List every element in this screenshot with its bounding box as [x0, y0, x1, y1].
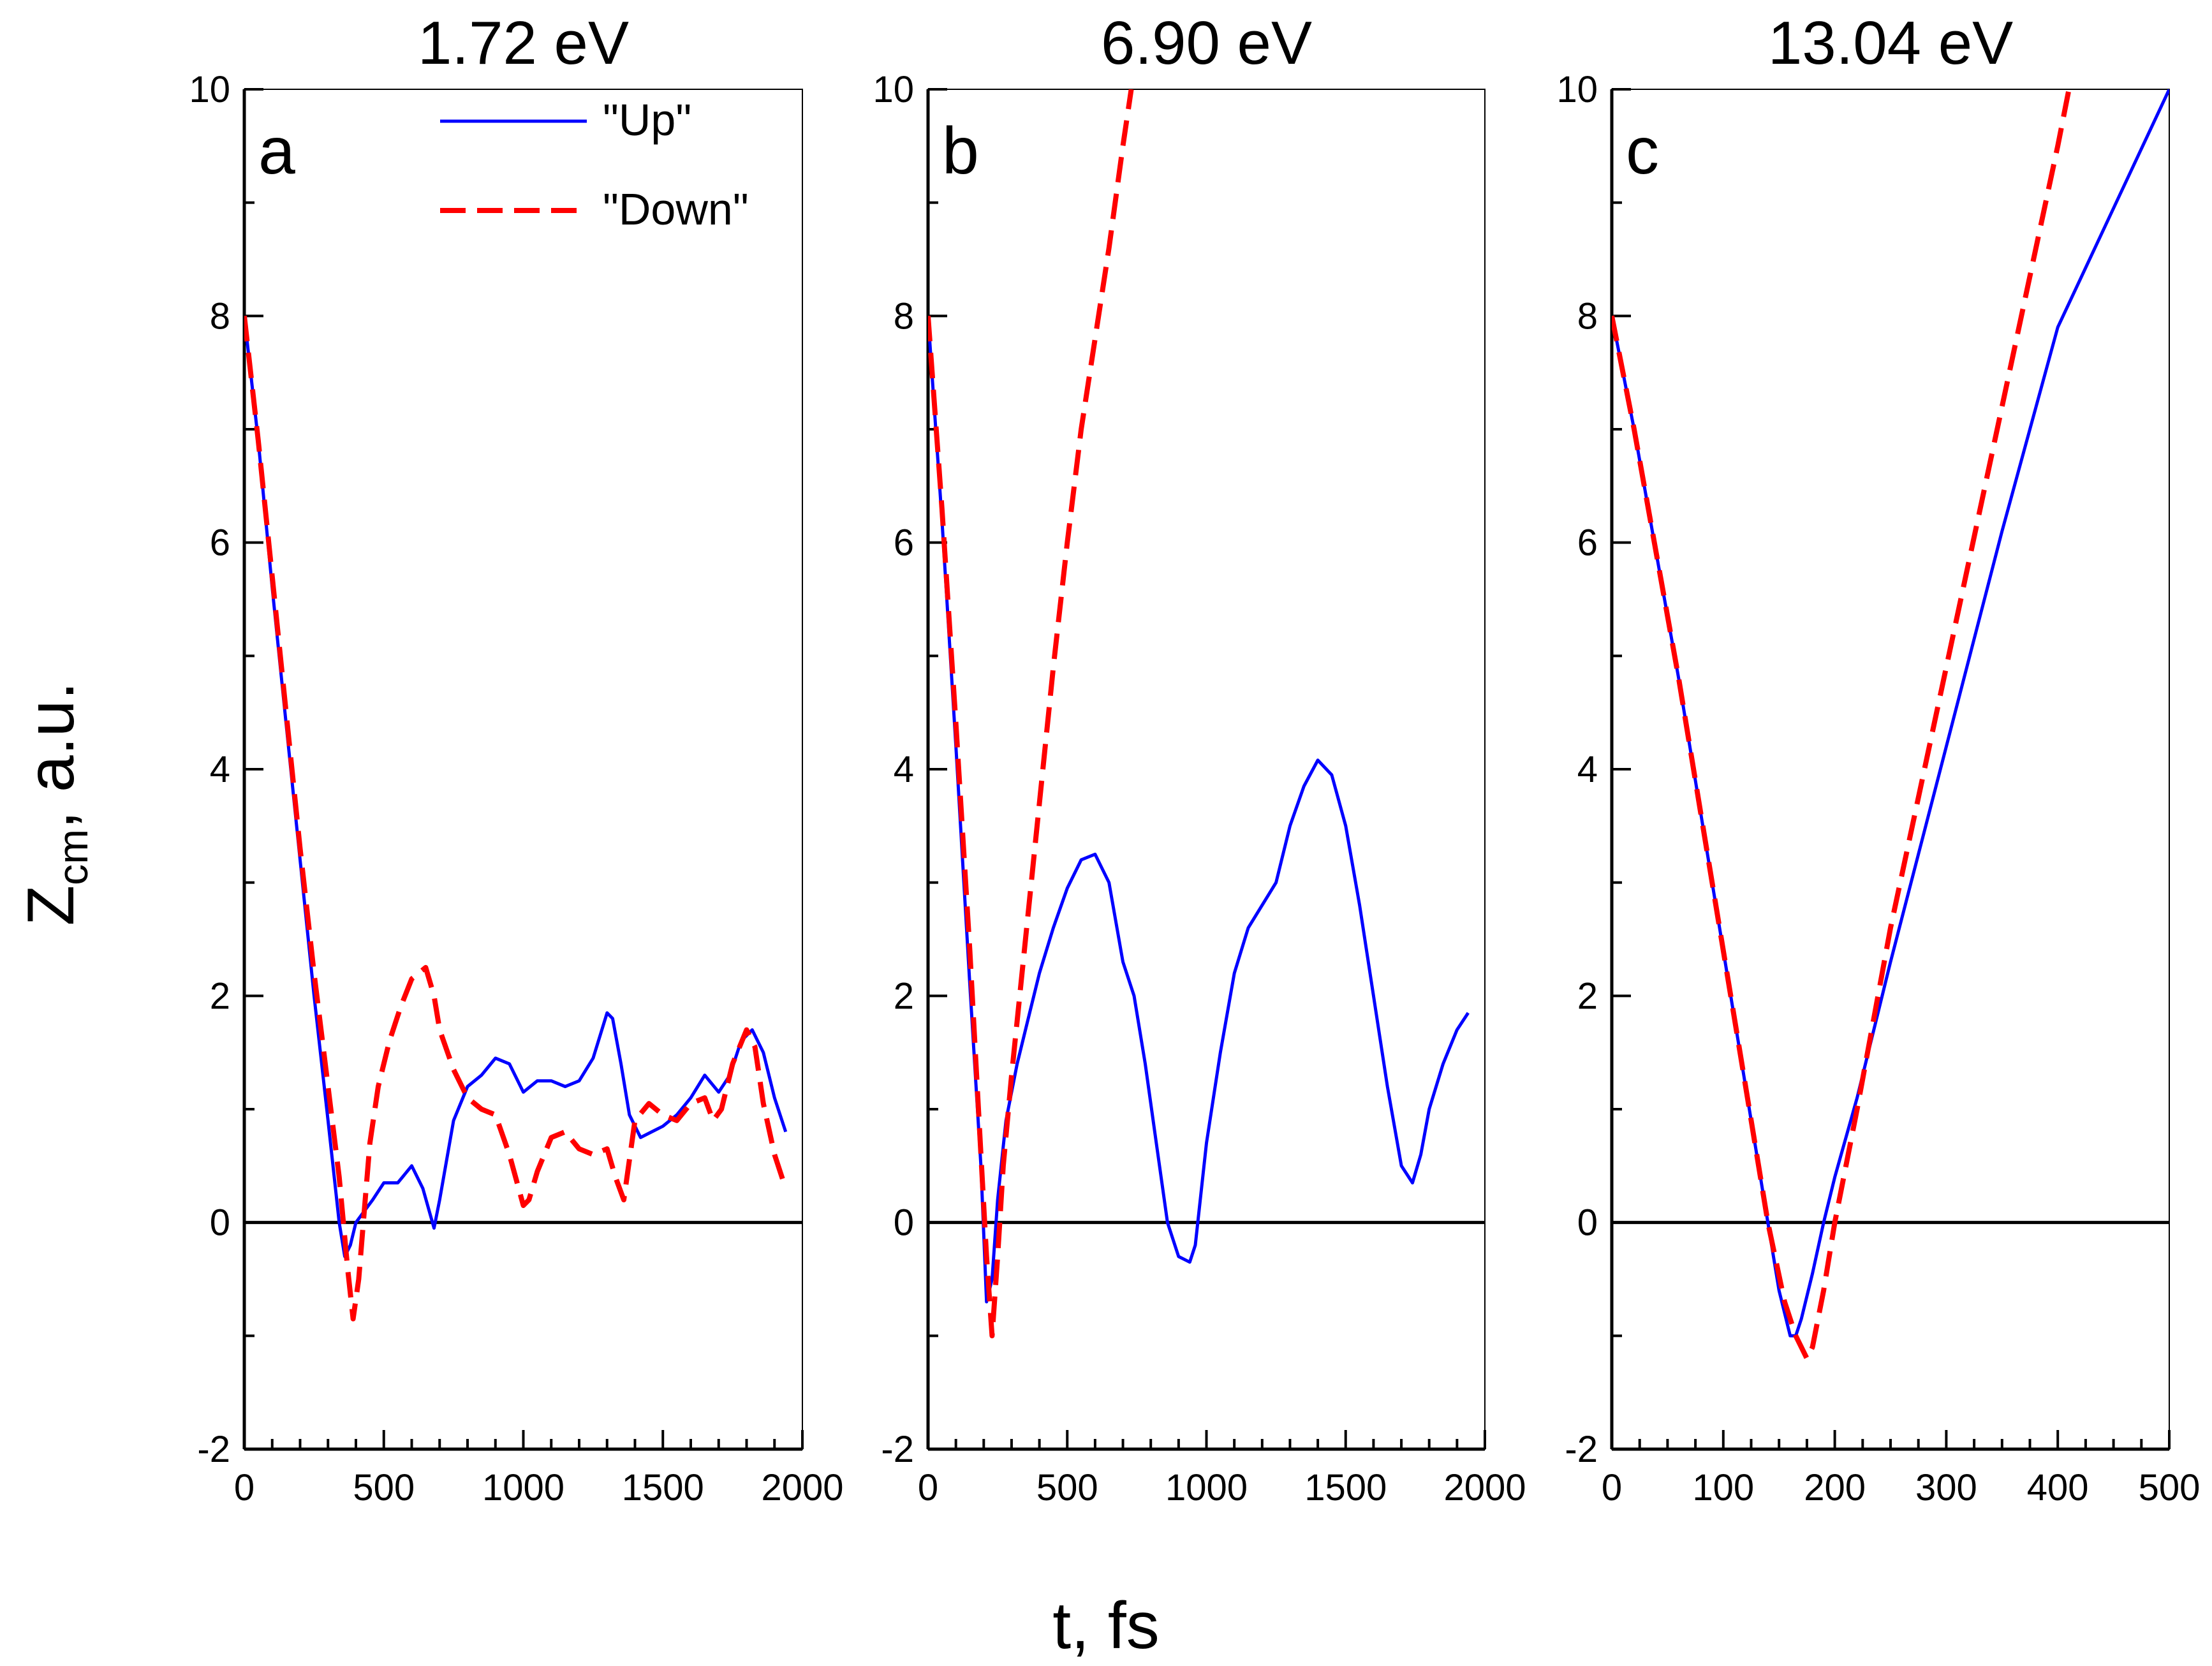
x-tick-label: 0 [918, 1467, 938, 1508]
y-axis-label-subscript: cm [49, 829, 96, 885]
series-up-line [1612, 89, 2169, 1338]
x-tick-label: 400 [2027, 1467, 2089, 1508]
y-tick-label: 6 [894, 522, 914, 564]
y-tick-label: 0 [1577, 1202, 1598, 1244]
y-tick-label: 8 [210, 295, 230, 337]
y-axis-label-main: Z [14, 885, 88, 926]
x-tick-label: 500 [353, 1467, 415, 1508]
legend-label-down: "Down" [603, 184, 749, 234]
y-tick-label: 10 [873, 69, 914, 110]
x-tick-label: 0 [234, 1467, 254, 1508]
series-group [1612, 89, 2169, 1361]
y-tick-label: 8 [894, 295, 914, 337]
y-tick-label: -2 [1565, 1429, 1598, 1470]
y-axis-label-rest: , a.u. [14, 682, 88, 829]
x-tick-label: 0 [1602, 1467, 1622, 1508]
y-tick-label: 0 [210, 1202, 230, 1244]
y-tick-label: 6 [1577, 522, 1598, 564]
svg-text:Zcm, a.u.: Zcm, a.u. [14, 682, 96, 926]
y-tick-label: 2 [894, 975, 914, 1017]
y-tick-label: 8 [1577, 295, 1598, 337]
x-tick-label: 500 [1036, 1467, 1098, 1508]
y-tick-label: 6 [210, 522, 230, 564]
y-tick-label: 2 [210, 975, 230, 1017]
panel-letter: a [258, 114, 295, 188]
x-tick-label: 500 [2139, 1467, 2201, 1508]
series-group [928, 89, 1470, 1339]
x-tick-label: 100 [1692, 1467, 1754, 1508]
panel-letter: c [1626, 114, 1659, 188]
y-tick-label: 4 [894, 749, 914, 790]
series-down-line [244, 315, 788, 1322]
x-tick-label: 1000 [1165, 1467, 1248, 1508]
series-up-line [928, 316, 1470, 1304]
panel-letter: b [942, 114, 979, 188]
y-tick-label: 2 [1577, 975, 1598, 1017]
panel-title: 6.90 eV [1101, 9, 1312, 77]
plot-frame [244, 89, 803, 1450]
x-tick-label: 1500 [622, 1467, 704, 1508]
x-tick-label: 2000 [761, 1467, 843, 1508]
y-tick-label: 10 [189, 69, 230, 110]
series-up-line [244, 316, 788, 1258]
x-tick-label: 2000 [1443, 1467, 1526, 1508]
panel-title: 1.72 eV [418, 9, 629, 77]
x-tick-label: 1500 [1304, 1467, 1387, 1508]
plot-frame [927, 89, 1486, 1450]
y-axis-label: Zcm, a.u. [6, 670, 96, 938]
y-tick-label: -2 [881, 1429, 914, 1470]
y-tick-label: 4 [210, 749, 230, 790]
legend-label-up: "Up" [603, 95, 691, 145]
series-group [244, 315, 788, 1322]
y-tick-label: 4 [1577, 749, 1598, 790]
y-tick-label: 0 [894, 1202, 914, 1244]
x-tick-label: 1000 [482, 1467, 564, 1508]
panel-title: 13.04 eV [1768, 9, 2013, 77]
series-down-line [928, 89, 1134, 1339]
y-tick-label: 10 [1556, 69, 1598, 110]
y-tick-label: -2 [197, 1429, 230, 1470]
x-tick-label: 300 [1915, 1467, 1977, 1508]
series-down-line [1612, 89, 2072, 1361]
x-tick-label: 200 [1804, 1467, 1866, 1508]
x-axis-label: t, fs [1052, 1589, 1160, 1663]
legend: "Up" "Down" [440, 95, 749, 234]
